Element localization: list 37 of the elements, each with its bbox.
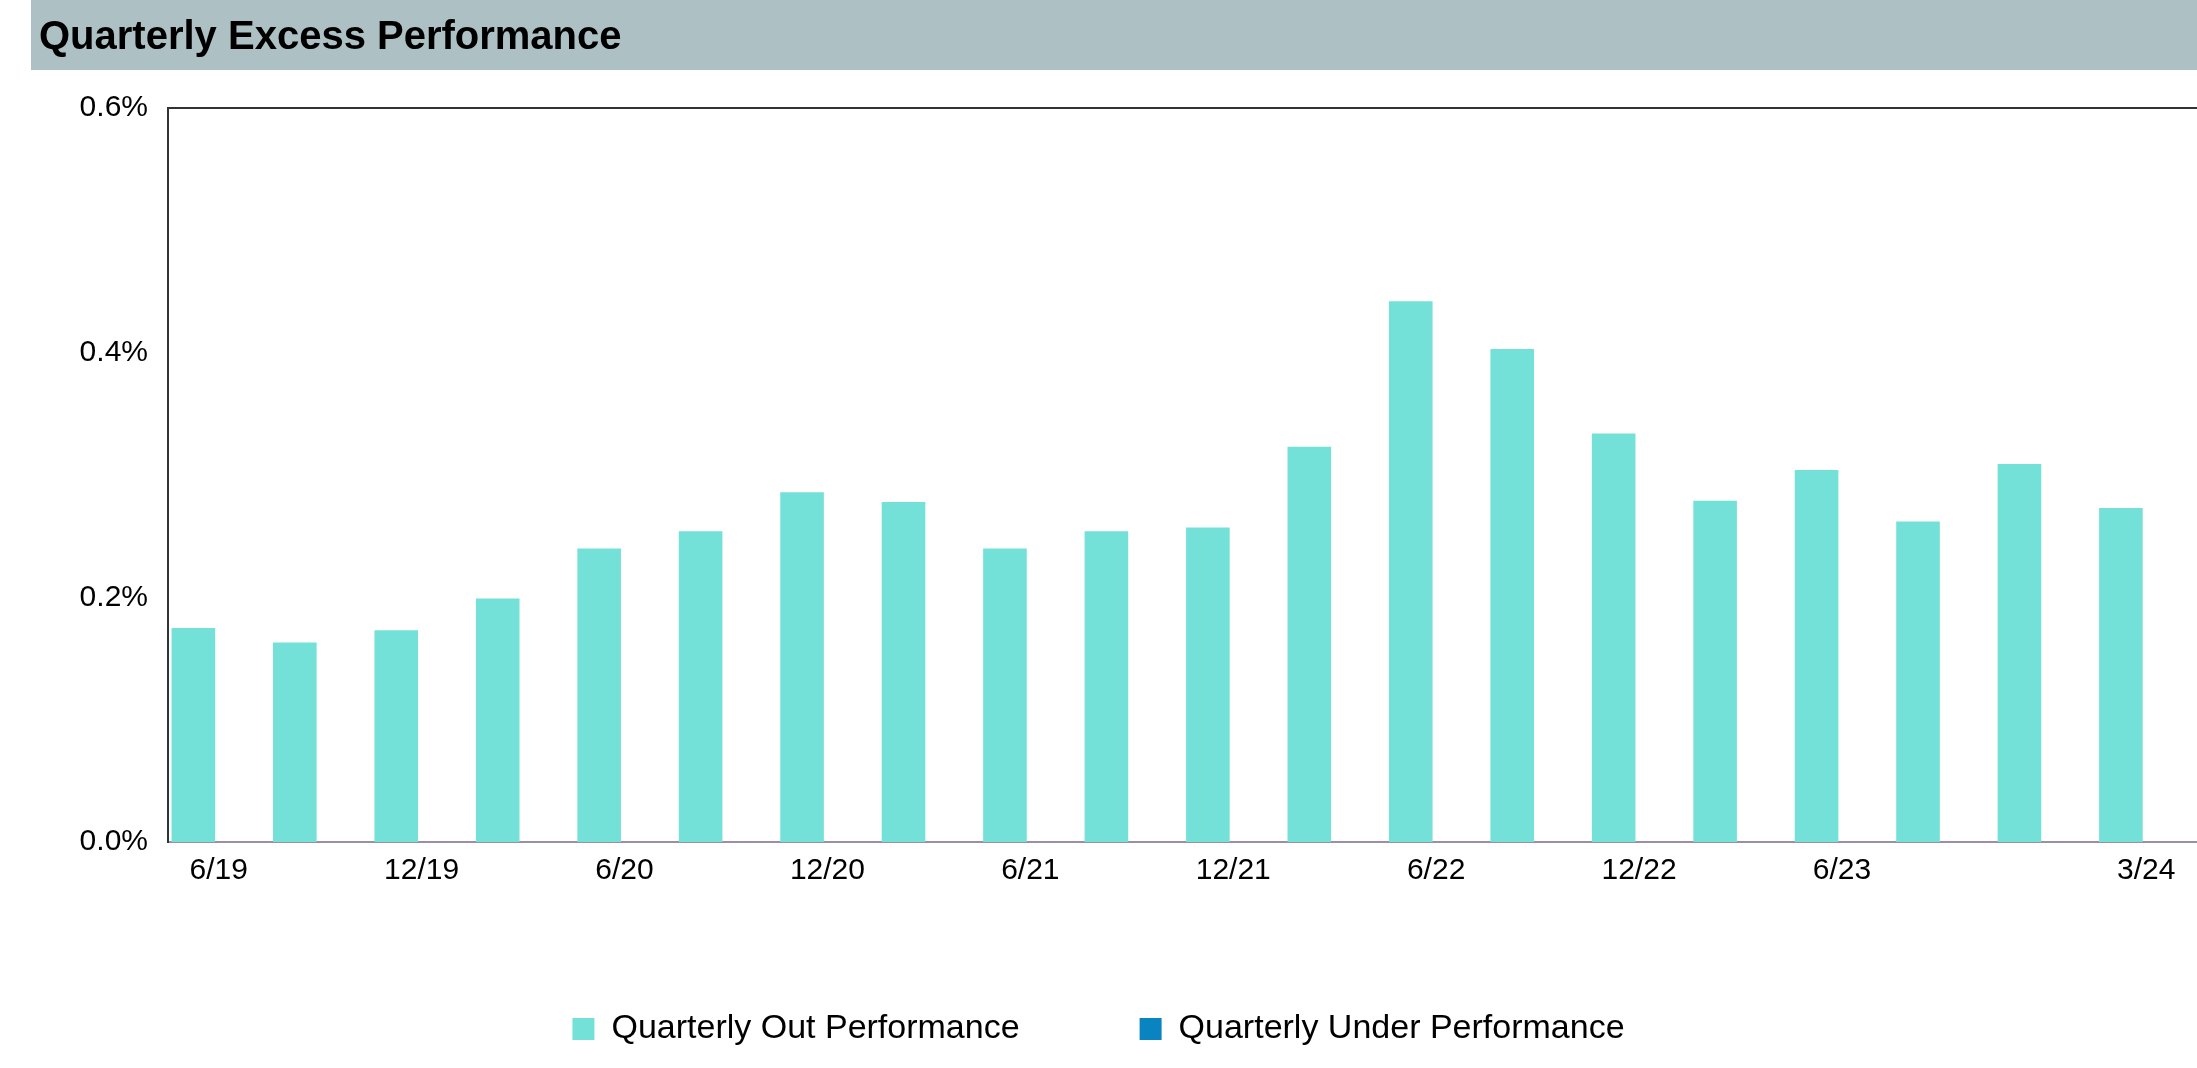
bar xyxy=(1693,500,1737,842)
x-tick-label: 6/22 xyxy=(1406,852,1466,886)
bar xyxy=(577,548,621,842)
bar xyxy=(2099,508,2143,842)
chart-title: Quarterly Excess Performance xyxy=(31,0,2197,70)
bar xyxy=(374,630,419,842)
x-tick-label: 3/24 xyxy=(2117,852,2176,886)
x-tick-label: 12/21 xyxy=(1195,852,1271,886)
y-tick-label: 0.6% xyxy=(79,89,148,123)
bar xyxy=(1591,433,1636,842)
y-tick-label: 0.4% xyxy=(79,333,148,367)
bar xyxy=(1490,349,1535,842)
x-tick-label: 6/20 xyxy=(595,852,654,886)
x-tick-label: 12/19 xyxy=(384,852,460,886)
bar xyxy=(1186,527,1230,842)
y-tick-label: 0.2% xyxy=(79,578,148,612)
bar xyxy=(273,642,317,842)
bar xyxy=(171,627,216,842)
x-tick-label: 12/20 xyxy=(789,852,865,886)
x-tick-label: 6/21 xyxy=(1001,852,1060,886)
bar xyxy=(1388,301,1433,842)
bar xyxy=(780,492,824,842)
bar xyxy=(1997,463,2042,842)
x-tick-label: 6/19 xyxy=(189,852,248,886)
bar xyxy=(1896,521,1940,842)
bar xyxy=(1794,470,1839,842)
legend-label: Quarterly Under Performance xyxy=(1178,1007,1625,1046)
y-tick-label: 0.0% xyxy=(79,823,148,857)
bar xyxy=(881,501,926,842)
x-tick-label: 6/23 xyxy=(1812,852,1872,886)
bar xyxy=(1084,531,1129,842)
bar xyxy=(475,598,520,842)
bar xyxy=(983,548,1027,842)
bar xyxy=(678,531,723,842)
bar xyxy=(1287,446,1332,842)
legend-label: Quarterly Out Performance xyxy=(611,1007,1020,1046)
x-tick-label: 12/22 xyxy=(1601,852,1677,886)
